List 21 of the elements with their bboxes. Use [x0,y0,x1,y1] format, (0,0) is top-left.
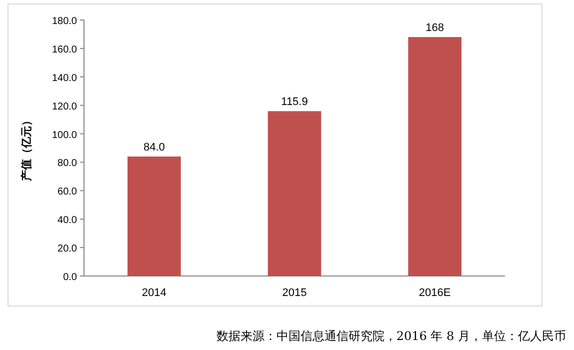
y-tick-label: 160.0 [52,44,78,56]
x-tick-label: 2016E [418,287,451,299]
y-tick-label: 20.0 [58,244,78,255]
y-tick-label: 0.0 [63,272,78,283]
y-axis-title: 产值（亿元） [20,115,33,182]
data-label: 168 [426,22,444,34]
y-tick-label: 180.0 [52,16,78,27]
bar [128,156,181,276]
data-label: 115.9 [281,96,308,108]
data-label: 84.0 [143,142,165,154]
bar [268,111,322,276]
y-tick-label: 80.0 [58,158,78,170]
source-note: 数据来源：中国信息通信研究院，2016 年 8 月，单位：亿人民币 [216,329,566,343]
y-tick-label: 40.0 [58,215,78,226]
y-tick-label: 120.0 [52,101,78,112]
y-tick-label: 100.0 [52,130,78,141]
y-tick-label: 140.0 [52,72,78,84]
x-tick-label: 2014 [142,287,166,299]
x-tick-label: 2015 [282,287,307,299]
bar [408,37,462,276]
y-tick-label: 60.0 [58,186,78,198]
